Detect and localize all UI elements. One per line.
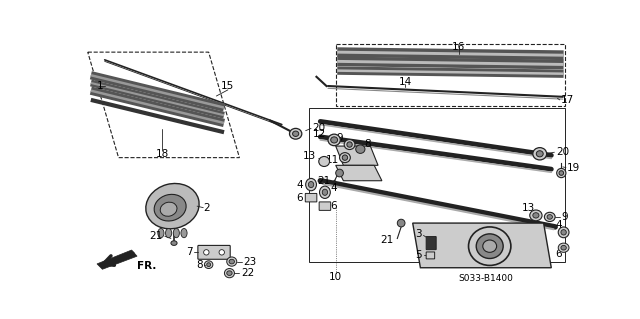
Text: 4: 4 (556, 220, 563, 230)
Ellipse shape (160, 202, 177, 216)
Text: 21: 21 (149, 231, 163, 241)
Text: 20: 20 (312, 123, 326, 133)
Ellipse shape (328, 134, 340, 146)
Text: FR.: FR. (137, 261, 156, 271)
Text: 9: 9 (561, 212, 568, 222)
Ellipse shape (146, 183, 199, 229)
Ellipse shape (227, 257, 237, 266)
Ellipse shape (322, 189, 328, 195)
FancyBboxPatch shape (305, 193, 317, 202)
FancyBboxPatch shape (426, 237, 436, 250)
Ellipse shape (533, 213, 539, 218)
Ellipse shape (336, 169, 344, 177)
Text: 13: 13 (522, 203, 535, 213)
Ellipse shape (166, 228, 172, 238)
FancyBboxPatch shape (198, 245, 230, 259)
Ellipse shape (308, 182, 314, 188)
Text: 18: 18 (156, 149, 169, 159)
Ellipse shape (154, 194, 186, 221)
Text: 8: 8 (364, 139, 371, 149)
Ellipse shape (530, 210, 542, 221)
Ellipse shape (340, 152, 350, 163)
Ellipse shape (173, 228, 179, 238)
Text: 19: 19 (566, 163, 580, 173)
Text: 6: 6 (330, 201, 337, 211)
Ellipse shape (319, 157, 330, 167)
FancyBboxPatch shape (426, 252, 435, 259)
Text: 20: 20 (557, 147, 570, 157)
Text: 17: 17 (561, 95, 574, 105)
Ellipse shape (292, 131, 299, 137)
Polygon shape (336, 165, 382, 181)
Polygon shape (413, 223, 551, 268)
Text: 16: 16 (452, 42, 465, 52)
Ellipse shape (483, 240, 497, 252)
Text: 3: 3 (415, 229, 422, 239)
Ellipse shape (204, 250, 209, 255)
Ellipse shape (344, 139, 355, 150)
Ellipse shape (158, 228, 164, 238)
Text: 8: 8 (196, 260, 202, 270)
Ellipse shape (545, 212, 555, 221)
Ellipse shape (561, 245, 566, 250)
Ellipse shape (356, 145, 365, 153)
Text: 6: 6 (556, 249, 563, 259)
Polygon shape (97, 250, 137, 269)
Text: 2: 2 (203, 203, 210, 213)
Text: 14: 14 (398, 77, 412, 87)
Ellipse shape (347, 142, 352, 147)
Text: 1: 1 (97, 81, 104, 91)
Ellipse shape (181, 228, 187, 238)
FancyBboxPatch shape (319, 202, 331, 210)
Ellipse shape (319, 186, 330, 198)
Ellipse shape (207, 263, 211, 267)
Ellipse shape (204, 261, 213, 269)
Text: 7: 7 (186, 247, 193, 257)
Ellipse shape (331, 137, 338, 143)
Ellipse shape (468, 227, 511, 265)
Ellipse shape (476, 234, 503, 258)
Ellipse shape (227, 271, 232, 275)
Text: 22: 22 (241, 268, 254, 278)
Ellipse shape (561, 230, 566, 235)
Ellipse shape (229, 259, 234, 264)
Ellipse shape (397, 219, 405, 227)
Ellipse shape (219, 250, 225, 255)
Ellipse shape (558, 243, 569, 252)
Text: 21: 21 (380, 235, 394, 245)
Text: 5: 5 (415, 250, 422, 260)
Ellipse shape (225, 269, 234, 278)
Ellipse shape (533, 148, 547, 160)
Text: 10: 10 (329, 272, 342, 282)
Ellipse shape (342, 155, 348, 160)
Ellipse shape (559, 171, 564, 175)
Text: 6: 6 (297, 193, 303, 203)
Ellipse shape (306, 178, 316, 191)
Ellipse shape (171, 241, 177, 245)
Text: 21: 21 (317, 176, 330, 186)
Text: 12: 12 (313, 129, 326, 139)
Text: 4: 4 (297, 180, 303, 189)
Text: 4: 4 (330, 183, 337, 193)
Ellipse shape (547, 215, 552, 219)
Text: 15: 15 (221, 81, 234, 91)
Ellipse shape (557, 168, 566, 178)
Text: 13: 13 (303, 151, 316, 161)
Ellipse shape (289, 128, 302, 139)
Text: 11: 11 (326, 155, 339, 165)
Ellipse shape (558, 227, 569, 238)
Ellipse shape (536, 151, 543, 157)
Text: 9: 9 (336, 133, 342, 143)
Text: S033-B1400: S033-B1400 (458, 274, 513, 283)
Text: 23: 23 (243, 256, 257, 267)
Polygon shape (336, 146, 378, 165)
